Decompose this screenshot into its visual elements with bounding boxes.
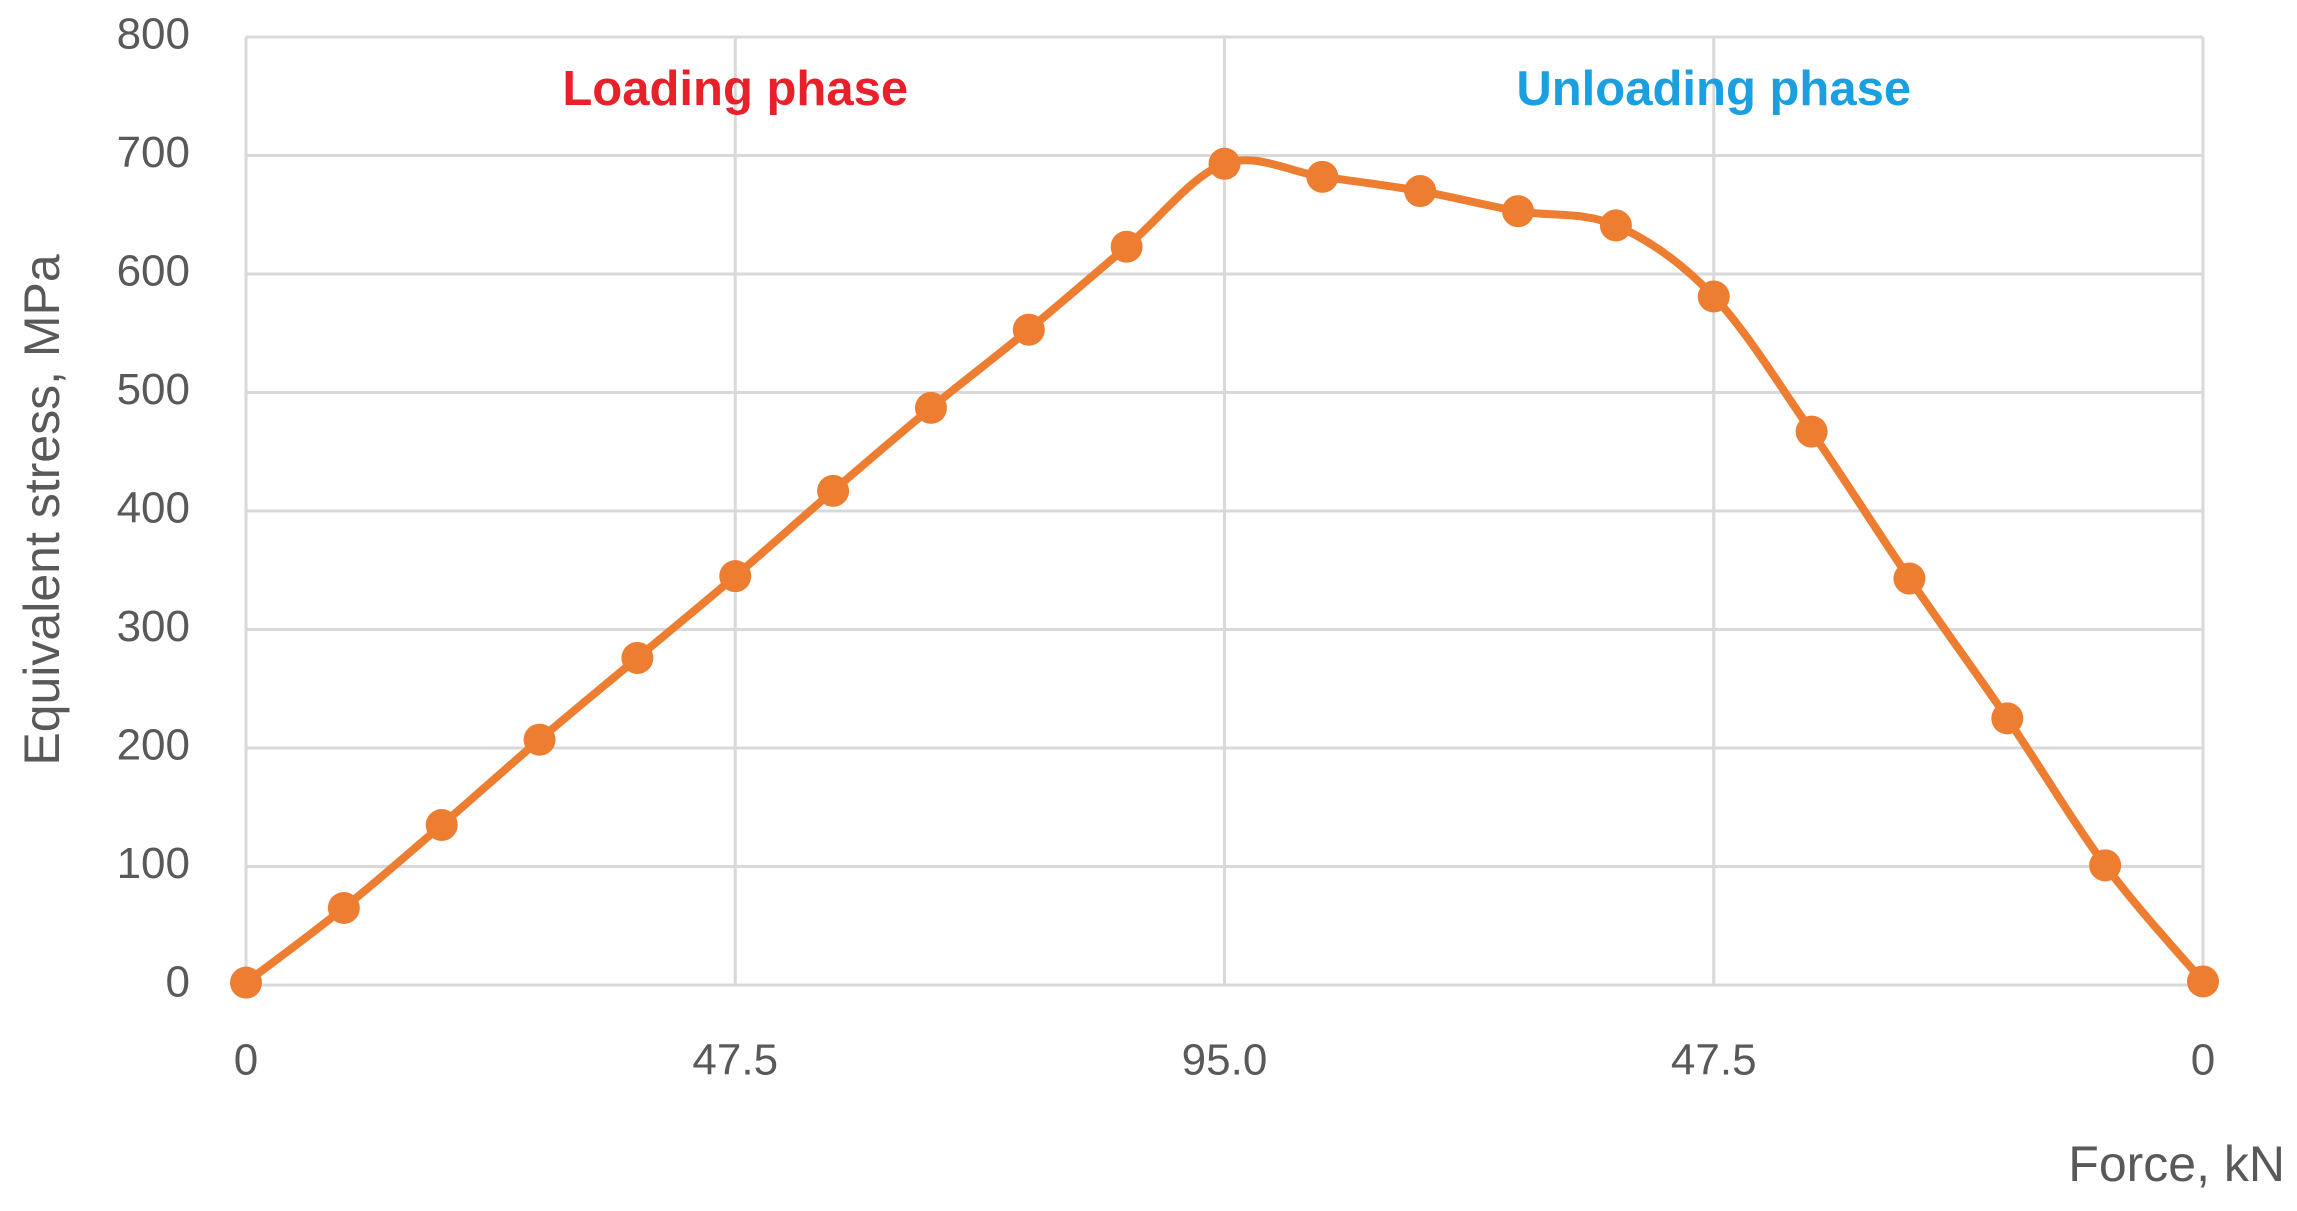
annotation: Unloading phase: [1516, 62, 1911, 116]
y-tick-label: 600: [117, 247, 190, 296]
data-point: [1502, 195, 1535, 228]
data-point: [230, 966, 262, 999]
y-tick-label: 0: [166, 958, 190, 1007]
y-tick-label: 100: [117, 839, 190, 888]
y-tick-label: 700: [117, 128, 190, 177]
data-point: [1991, 702, 2024, 735]
x-tick-label: 47.5: [1671, 1036, 1757, 1085]
y-tick-label: 500: [117, 365, 190, 414]
data-point: [523, 723, 556, 756]
data-point: [1893, 562, 1926, 595]
data-point: [1404, 175, 1437, 208]
data-point: [1208, 147, 1241, 180]
data-point: [1012, 313, 1045, 346]
y-tick-label: 400: [117, 484, 190, 533]
data-point: [425, 809, 458, 842]
data-point: [1795, 415, 1828, 448]
data-point: [1110, 230, 1143, 263]
x-axis-title: Force, kN: [2068, 1136, 2285, 1192]
x-tick-label: 0: [2191, 1036, 2215, 1085]
data-point: [719, 560, 752, 593]
data-point: [1306, 160, 1339, 193]
data-point: [817, 474, 850, 507]
y-axis-title: Equivalent stress, MPa: [14, 254, 70, 766]
data-point: [2089, 849, 2122, 882]
data-point: [621, 641, 654, 674]
annotation: Loading phase: [562, 62, 908, 116]
x-tick-label: 0: [234, 1036, 258, 1085]
y-tick-label: 300: [117, 602, 190, 651]
data-point: [1599, 209, 1632, 242]
x-tick-label: 95.0: [1182, 1036, 1268, 1085]
x-tick-label: 47.5: [692, 1036, 778, 1085]
data-point: [1697, 280, 1730, 313]
data-point: [914, 391, 947, 424]
y-tick-label: 800: [117, 10, 190, 59]
y-tick-label: 200: [117, 721, 190, 770]
data-point: [327, 891, 360, 924]
data-point: [2187, 965, 2219, 998]
